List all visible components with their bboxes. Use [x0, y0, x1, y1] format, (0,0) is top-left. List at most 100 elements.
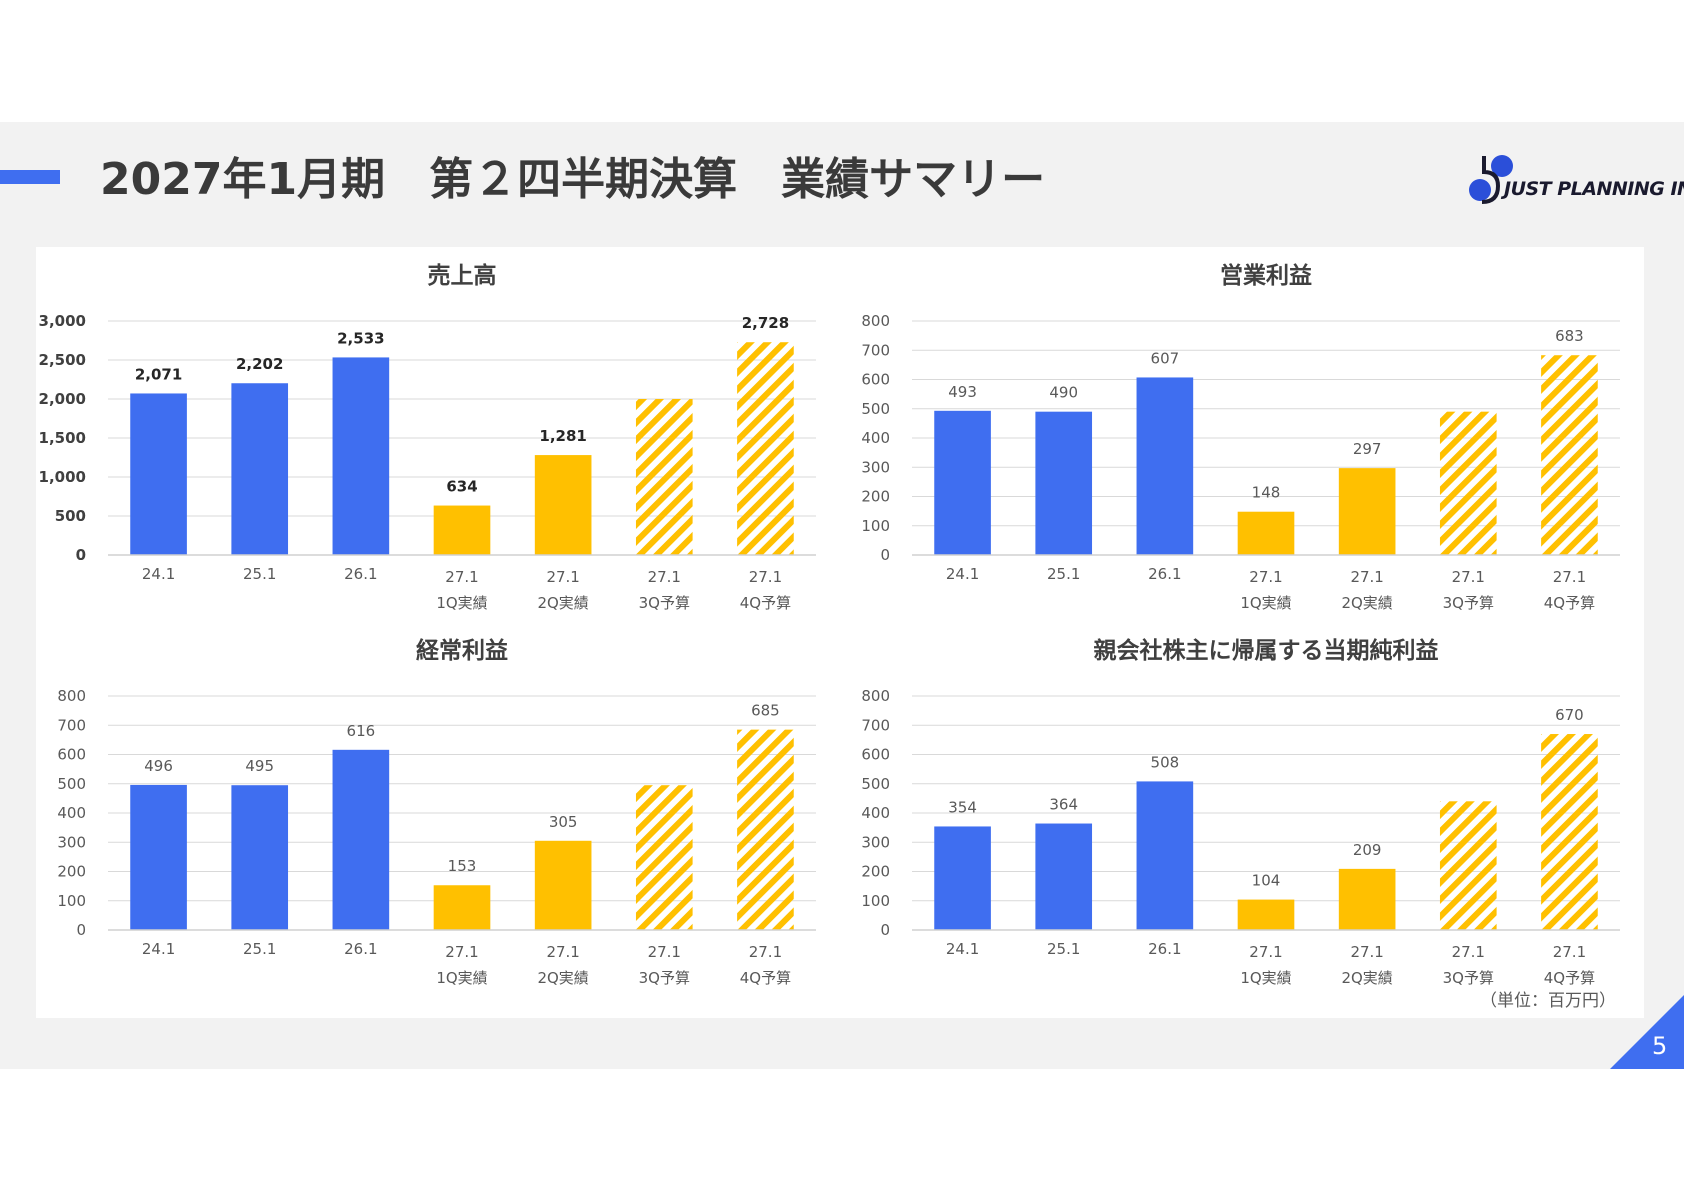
data-label: 354 — [948, 798, 977, 816]
x-tick-label: 27.1 — [648, 568, 681, 586]
x-tick-label: 3Q予算 — [1443, 594, 1494, 612]
x-tick-label: 27.1 — [749, 943, 782, 961]
bar — [1136, 377, 1194, 555]
chart-svg: 売上高 0 500 1,000 1,500 2,000 2,500 3,000 2,071 24.… — [39, 262, 816, 612]
data-label: 2,202 — [236, 355, 283, 373]
y-tick-label: 2,000 — [39, 390, 86, 408]
unit-note: （単位：百万円） — [1480, 991, 1616, 1011]
bar — [737, 342, 794, 555]
x-tick-label: 1Q実績 — [1240, 594, 1291, 612]
data-label: 670 — [1555, 706, 1584, 724]
x-tick-label: 27.1 — [1249, 568, 1282, 586]
bar — [1035, 411, 1093, 555]
bar — [1338, 868, 1396, 930]
chart-title: 営業利益 — [1220, 262, 1312, 289]
x-tick-label: 27.1 — [445, 943, 478, 961]
logo-text: JUST PLANNING INC. — [1504, 178, 1684, 200]
bar — [1439, 411, 1497, 555]
y-tick-label: 600 — [861, 746, 890, 764]
bar — [737, 729, 794, 930]
x-tick-label: 3Q予算 — [1443, 969, 1494, 987]
x-tick-label: 4Q予算 — [1544, 594, 1595, 612]
y-tick-label: 200 — [861, 863, 890, 881]
page-corner-shape — [1610, 995, 1684, 1069]
data-label: 496 — [144, 757, 173, 775]
x-tick-label: 27.1 — [1452, 568, 1485, 586]
bar — [130, 393, 187, 555]
x-tick-label: 24.1 — [946, 940, 979, 958]
y-tick-label: 500 — [57, 775, 86, 793]
x-tick-label: 1Q実績 — [436, 969, 487, 987]
x-tick-label: 4Q予算 — [1544, 969, 1595, 987]
y-tick-label: 0 — [76, 546, 86, 564]
bar — [130, 784, 187, 930]
x-tick-label: 4Q予算 — [740, 969, 791, 987]
bar — [1439, 801, 1497, 930]
data-label: 508 — [1151, 753, 1180, 771]
data-label: 104 — [1252, 872, 1281, 890]
y-tick-label: 500 — [861, 400, 890, 418]
page-number: 5 — [1652, 1032, 1668, 1060]
y-tick-label: 0 — [880, 921, 890, 939]
bar — [1338, 468, 1396, 555]
data-label: 616 — [347, 722, 376, 740]
x-tick-label: 2Q実績 — [537, 594, 588, 612]
bar — [534, 455, 592, 555]
data-label: 148 — [1252, 484, 1281, 502]
bar — [1237, 899, 1295, 930]
bar — [635, 399, 693, 555]
data-label: 685 — [751, 702, 780, 720]
data-label: 2,728 — [742, 314, 789, 332]
chart-title: 売上高 — [428, 262, 497, 289]
y-tick-label: 100 — [57, 892, 86, 910]
y-tick-label: 200 — [861, 488, 890, 506]
x-tick-label: 25.1 — [1047, 565, 1080, 583]
x-tick-label: 27.1 — [749, 568, 782, 586]
x-tick-label: 25.1 — [243, 940, 276, 958]
x-tick-label: 27.1 — [1249, 943, 1282, 961]
bar — [231, 785, 289, 930]
bar — [534, 840, 592, 930]
x-tick-label: 27.1 — [1350, 568, 1383, 586]
data-label: 634 — [446, 478, 477, 496]
y-tick-label: 500 — [55, 507, 86, 525]
y-tick-label: 300 — [861, 833, 890, 851]
x-tick-label: 26.1 — [344, 940, 377, 958]
data-label: 495 — [245, 757, 274, 775]
x-tick-label: 1Q実績 — [436, 594, 487, 612]
data-label: 153 — [448, 857, 477, 875]
x-tick-label: 24.1 — [142, 565, 175, 583]
logo-mark-icon — [1469, 155, 1513, 204]
y-tick-label: 300 — [861, 458, 890, 476]
bar — [1237, 511, 1295, 555]
bar — [433, 505, 491, 555]
title-accent-bar — [0, 170, 60, 184]
data-label: 607 — [1151, 349, 1180, 367]
y-tick-label: 800 — [57, 687, 86, 705]
x-tick-label: 27.1 — [546, 943, 579, 961]
x-tick-label: 26.1 — [344, 565, 377, 583]
data-label: 1,281 — [539, 427, 586, 445]
y-tick-label: 800 — [861, 687, 890, 705]
bar — [1035, 823, 1093, 930]
data-label: 683 — [1555, 327, 1584, 345]
chart-title: 経常利益 — [416, 637, 508, 664]
bar — [934, 410, 991, 555]
x-tick-label: 26.1 — [1148, 940, 1181, 958]
x-tick-label: 27.1 — [1452, 943, 1485, 961]
y-tick-label: 800 — [861, 312, 890, 330]
x-tick-label: 2Q実績 — [1341, 594, 1392, 612]
y-tick-label: 300 — [57, 833, 86, 851]
x-tick-label: 27.1 — [1553, 943, 1586, 961]
bar — [1136, 781, 1194, 930]
x-tick-label: 1Q実績 — [1240, 969, 1291, 987]
x-tick-label: 26.1 — [1148, 565, 1181, 583]
y-tick-label: 3,000 — [39, 312, 86, 330]
chart-sales: 売上高 0 500 1,000 1,500 2,000 2,500 3,000 2,071 24.… — [36, 255, 826, 625]
y-tick-label: 700 — [861, 716, 890, 734]
page-title: 2027年1月期 第２四半期決算 業績サマリー — [100, 154, 1046, 205]
bar — [1541, 734, 1598, 930]
x-tick-label: 25.1 — [1047, 940, 1080, 958]
chart-ordinary-profit: 経常利益 0 100 200 300 400 500 600 700 800 496 24.1 495 2… — [36, 630, 826, 1000]
data-label: 305 — [549, 813, 578, 831]
